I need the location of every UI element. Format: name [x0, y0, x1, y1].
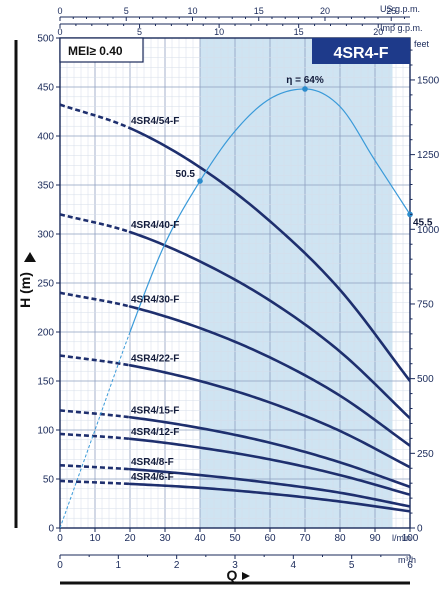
efficiency-point-label: 50.5 [176, 169, 196, 180]
usgpm-tick-label: 20 [320, 6, 330, 16]
m3h-tick-label: 0 [57, 560, 63, 571]
y-tick-label: 350 [37, 181, 54, 192]
x-tick-label: 20 [124, 533, 136, 544]
head-curve [128, 482, 410, 513]
y-tick-label: 200 [37, 328, 54, 339]
impgpm-tick-label: 10 [214, 27, 224, 37]
x-axis-title: Q [227, 567, 238, 583]
x-tick-label: 100 [402, 533, 419, 544]
curve-label: 4SR4/40-F [131, 220, 179, 231]
head-curve-dashed [60, 354, 131, 367]
usgpm-tick-label: 25 [386, 6, 396, 16]
curve-label: 4SR4/12-F [131, 427, 179, 438]
usgpm-tick-label: 5 [124, 6, 129, 16]
efficiency-curve-line [129, 88, 410, 333]
m3h-tick-label: 4 [291, 560, 297, 571]
unit-usgpm: US g.p.m. [380, 4, 420, 14]
impgpm-tick-label: 20 [373, 27, 383, 37]
mei-box [59, 37, 144, 63]
feet-tick-label: 750 [417, 299, 434, 310]
head-curve [128, 364, 410, 469]
x-tick-label: 80 [334, 533, 346, 544]
head-curve-dashed [60, 409, 131, 419]
head-curve-dashed [60, 213, 131, 234]
x-tick-label: 60 [264, 533, 276, 544]
y-tick-label: 300 [37, 230, 54, 241]
model-title: 4SR4-F [333, 45, 388, 62]
x-axis-arrow-icon [242, 572, 250, 580]
y-tick-label: 250 [37, 279, 54, 290]
x-tick-label: 50 [229, 533, 241, 544]
head-curve-dashed [60, 103, 131, 130]
y-tick-label: 450 [37, 83, 54, 94]
unit-impgpm: Imp g.p.m. [380, 23, 423, 33]
mei-label: MEI≥ 0.40 [68, 44, 123, 58]
efficiency-point [302, 86, 308, 92]
head-curve [128, 467, 410, 508]
x-tick-label: 40 [194, 533, 206, 544]
y-tick-label: 400 [37, 132, 54, 143]
head-curve-dashed [60, 479, 131, 486]
head-curve [128, 230, 410, 420]
model-box [312, 38, 410, 64]
m3h-tick-label: 5 [349, 560, 355, 571]
curve-label: 4SR4/8-F [131, 457, 174, 468]
head-curve-dashed [60, 463, 131, 471]
feet-tick-label: 1250 [417, 150, 440, 161]
efficiency-curve [60, 88, 410, 528]
unit-m3h: m³/h [398, 555, 416, 565]
feet-tick-label: 500 [417, 374, 434, 385]
m3h-tick-label: 6 [407, 560, 413, 571]
feet-tick-label: 0 [417, 524, 423, 535]
y-axis-arrow-icon [24, 252, 36, 262]
x-tick-label: 70 [299, 533, 311, 544]
efficiency-peak-label: η = 64% [286, 75, 324, 86]
head-curve [128, 415, 410, 489]
head-curve-dashed [60, 432, 131, 441]
m3h-tick-label: 2 [174, 560, 180, 571]
impgpm-tick-label: 15 [294, 27, 304, 37]
unit-feet: feet [414, 39, 430, 49]
curve-label: 4SR4/22-F [131, 353, 179, 364]
impgpm-tick-label: 5 [137, 27, 142, 37]
usgpm-tick-label: 0 [57, 6, 62, 16]
y-axis-title: H (m) [17, 272, 33, 308]
unit-lmin: l/min [392, 533, 411, 543]
feet-tick-label: 1500 [417, 75, 440, 86]
usgpm-tick-label: 10 [187, 6, 197, 16]
m3h-tick-label: 3 [232, 560, 238, 571]
y-tick-label: 50 [43, 475, 55, 486]
y-tick-label: 0 [48, 524, 54, 535]
y-tick-label: 150 [37, 377, 54, 388]
head-curve [128, 437, 410, 496]
efficiency-point-label: 45.5 [413, 217, 433, 228]
y-tick-label: 500 [37, 34, 54, 45]
m3h-tick-label: 1 [116, 560, 122, 571]
curve-label: 4SR4/54-F [131, 116, 179, 127]
head-curves [60, 103, 410, 513]
feet-tick-label: 250 [417, 449, 434, 460]
usgpm-tick-label: 15 [254, 6, 264, 16]
curve-label: 4SR4/6-F [131, 472, 174, 483]
head-curve-dashed [60, 291, 131, 308]
x-tick-label: 10 [89, 533, 101, 544]
x-tick-label: 0 [57, 533, 63, 544]
x-tick-label: 90 [369, 533, 381, 544]
curve-labels: 4SR4/54-F 4SR4/40-F 4SR4/30-F 4SR4/22-F 4SR4… [131, 75, 433, 483]
feet-tick-label: 1000 [417, 225, 440, 236]
head-curve [128, 126, 410, 383]
curve-label: 4SR4/30-F [131, 295, 179, 306]
curve-label: 4SR4/15-F [131, 405, 179, 416]
y-tick-label: 100 [37, 426, 54, 437]
x-tick-label: 30 [159, 533, 171, 544]
impgpm-tick-label: 0 [57, 27, 62, 37]
efficiency-point [197, 178, 203, 184]
head-curve [128, 305, 410, 447]
